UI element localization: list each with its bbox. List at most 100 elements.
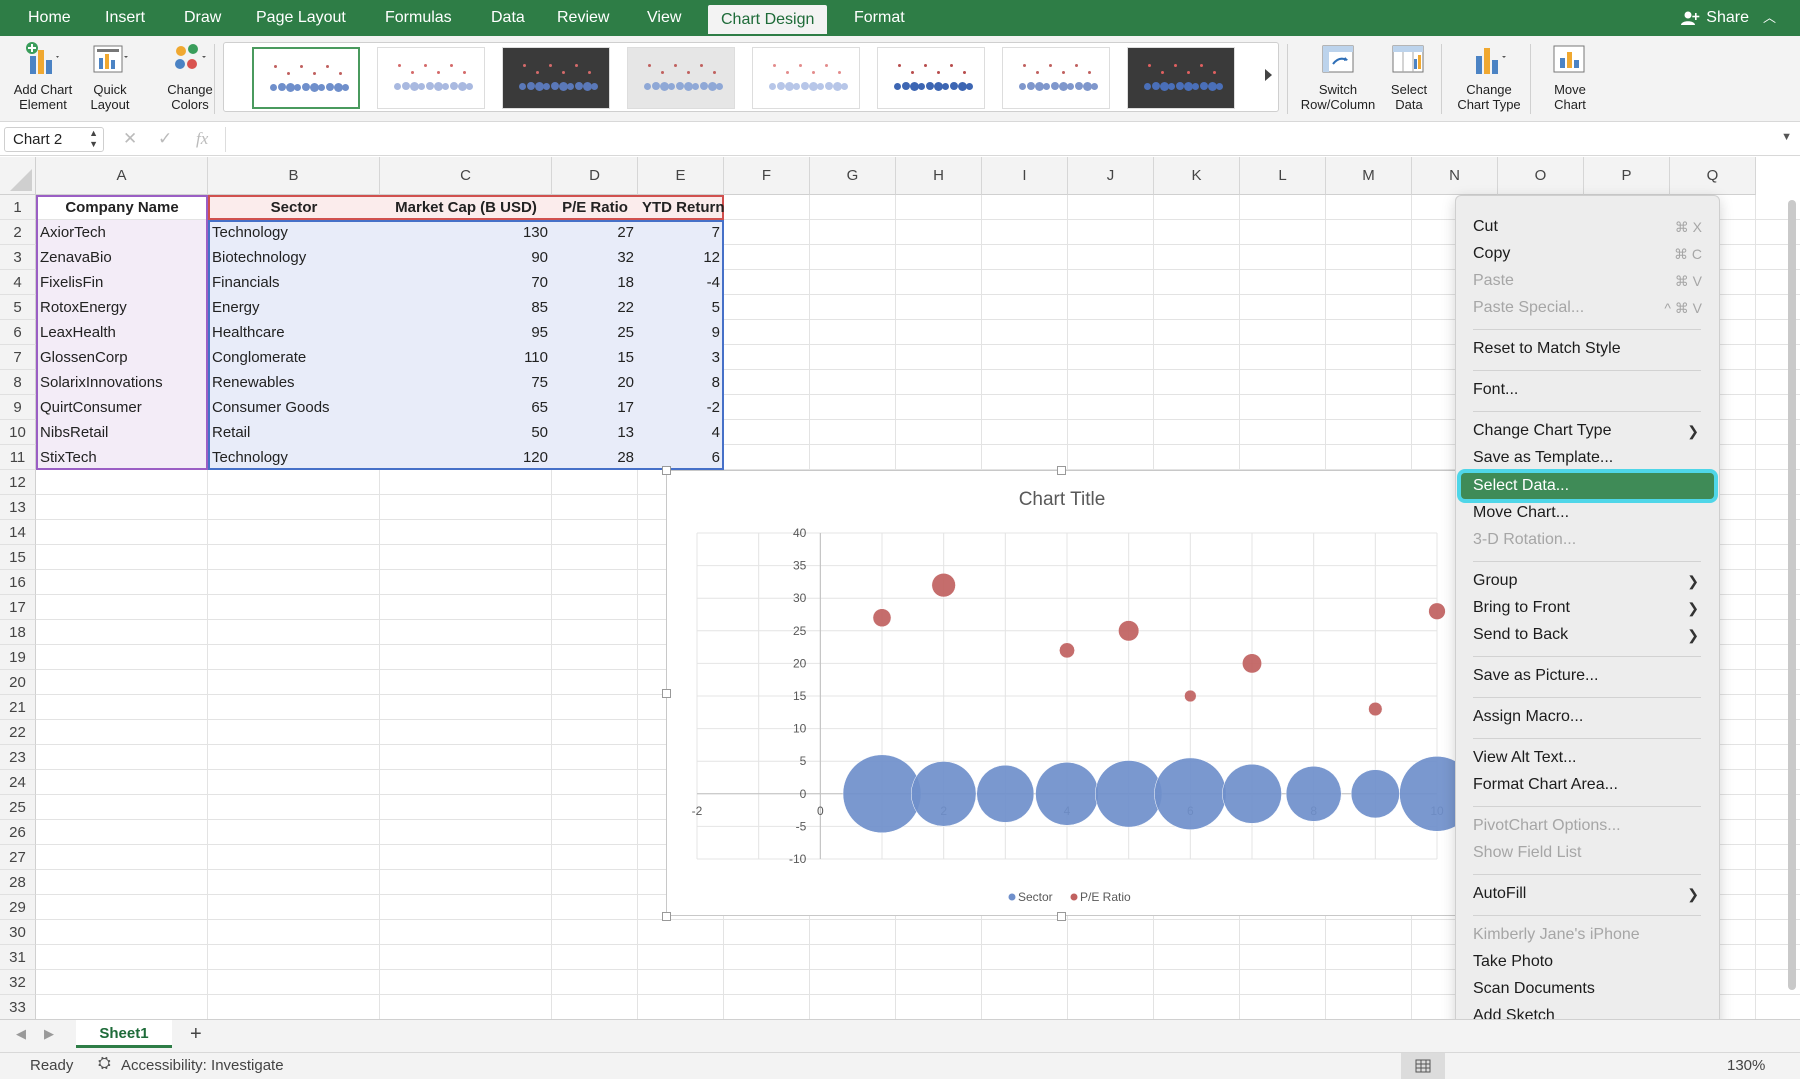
resize-handle[interactable] — [662, 912, 671, 921]
row-header[interactable]: 23 — [0, 745, 36, 770]
tab-page-layout[interactable]: Page Layout — [256, 9, 346, 26]
row-header[interactable]: 8 — [0, 370, 36, 395]
row-header[interactable]: 13 — [0, 495, 36, 520]
resize-handle[interactable] — [1057, 466, 1066, 475]
table-cell[interactable]: ZenavaBio — [40, 249, 112, 266]
row-header[interactable]: 15 — [0, 545, 36, 570]
table-cell[interactable]: 3 — [711, 349, 720, 366]
table-cell[interactable]: -2 — [706, 399, 720, 416]
chart-styles-gallery[interactable] — [223, 42, 1279, 112]
cancel-icon[interactable]: ✕ — [123, 129, 138, 148]
row-header[interactable]: 9 — [0, 395, 36, 420]
table-cell[interactable]: 20 — [617, 374, 634, 391]
accessibility-status[interactable]: Accessibility: Investigate — [121, 1057, 284, 1074]
table-cell[interactable]: 27 — [617, 224, 634, 241]
table-cell[interactable]: AxiorTech — [40, 224, 106, 241]
table-cell[interactable]: Energy — [212, 299, 260, 316]
table-cell[interactable]: 110 — [524, 349, 548, 366]
menu-item-save-as-picture[interactable]: Save as Picture... — [1456, 663, 1719, 689]
column-header-j[interactable]: J — [1068, 157, 1154, 195]
table-cell[interactable]: NibsRetail — [40, 424, 109, 441]
row-header[interactable]: 28 — [0, 870, 36, 895]
table-cell[interactable]: 25 — [617, 324, 634, 341]
table-cell[interactable]: 75 — [531, 374, 548, 391]
chart-style-thumbnail[interactable] — [377, 47, 485, 109]
table-cell[interactable]: 28 — [617, 449, 634, 466]
row-header[interactable]: 3 — [0, 245, 36, 270]
gallery-next-arrow-icon[interactable] — [1265, 69, 1272, 81]
resize-handle[interactable] — [662, 466, 671, 475]
column-header-a[interactable]: A — [36, 157, 208, 195]
column-header-f[interactable]: F — [724, 157, 810, 195]
row-header[interactable]: 10 — [0, 420, 36, 445]
row-header[interactable]: 16 — [0, 570, 36, 595]
menu-item-3-d-rotation[interactable]: 3-D Rotation... — [1456, 527, 1719, 553]
row-header[interactable]: 4 — [0, 270, 36, 295]
chart-style-thumbnail[interactable] — [1127, 47, 1235, 109]
table-cell[interactable]: 18 — [617, 274, 634, 291]
pe-ratio-bubble[interactable] — [1118, 620, 1140, 642]
menu-item-format-chart-area[interactable]: Format Chart Area... — [1456, 772, 1719, 798]
chevron-up-icon[interactable]: ︿ — [1762, 10, 1776, 25]
row-header[interactable]: 22 — [0, 720, 36, 745]
formula-input[interactable] — [230, 127, 1770, 152]
table-cell[interactable]: 32 — [617, 249, 634, 266]
insert-function-icon[interactable]: fx — [196, 129, 209, 148]
menu-item-show-field-list[interactable]: Show Field List — [1456, 840, 1719, 866]
chart-style-thumbnail[interactable] — [1002, 47, 1110, 109]
normal-view-icon[interactable] — [1401, 1053, 1445, 1079]
table-cell[interactable]: FixelisFin — [40, 274, 104, 291]
menu-item-paste-special[interactable]: Paste Special... ^ ⌘ V — [1456, 295, 1719, 321]
menu-item-move-chart[interactable]: Move Chart... — [1456, 500, 1719, 526]
row-header[interactable]: 29 — [0, 895, 36, 920]
menu-item-pivotchart-options[interactable]: PivotChart Options... — [1456, 813, 1719, 839]
table-cell[interactable]: 120 — [522, 449, 548, 466]
enter-checkmark-icon[interactable]: ✓ — [158, 129, 173, 148]
sector-bubble[interactable] — [1222, 763, 1282, 824]
table-cell[interactable]: 5 — [711, 299, 720, 316]
quick-layout-button[interactable]: Quick Layout — [82, 40, 138, 112]
table-cell[interactable]: LeaxHealth — [40, 324, 116, 341]
tab-home[interactable]: Home — [28, 9, 71, 26]
menu-item-take-photo[interactable]: Take Photo — [1456, 949, 1719, 975]
accessibility-icon[interactable]: ⛭ — [98, 1055, 111, 1072]
name-box-stepper-icon[interactable]: ▲ ▼ — [89, 128, 98, 149]
sector-bubble[interactable] — [1285, 765, 1342, 822]
column-header-n[interactable]: N — [1412, 157, 1498, 195]
row-header[interactable]: 7 — [0, 345, 36, 370]
row-header[interactable]: 17 — [0, 595, 36, 620]
table-cell[interactable]: 6 — [711, 449, 720, 466]
menu-item-send-to-back[interactable]: Send to Back ❯ — [1456, 622, 1719, 648]
row-header[interactable]: 30 — [0, 920, 36, 945]
column-header-b[interactable]: B — [208, 157, 380, 195]
table-cell[interactable]: 130 — [522, 224, 548, 241]
table-cell[interactable]: 17 — [617, 399, 634, 416]
menu-item-group[interactable]: Group ❯ — [1456, 568, 1719, 594]
chart-object[interactable]: Chart Title4035302520151050-5-10-2024681… — [662, 466, 1475, 921]
table-cell[interactable]: Retail — [212, 424, 251, 441]
header-cell[interactable]: YTD Return (%) — [642, 199, 724, 216]
table-cell[interactable]: 15 — [617, 349, 634, 366]
sector-bubble[interactable] — [910, 761, 977, 827]
row-header[interactable]: 27 — [0, 845, 36, 870]
menu-item-autofill[interactable]: AutoFill ❯ — [1456, 881, 1719, 907]
row-header[interactable]: 14 — [0, 520, 36, 545]
pe-ratio-bubble[interactable] — [872, 608, 892, 628]
menu-item-assign-macro[interactable]: Assign Macro... — [1456, 704, 1719, 730]
tab-chart-design[interactable]: Chart Design — [708, 5, 828, 34]
column-header-g[interactable]: G — [810, 157, 896, 195]
tab-data[interactable]: Data — [491, 9, 525, 26]
change-chart-type-button[interactable]: Change Chart Type — [1450, 40, 1528, 112]
table-cell[interactable]: QuirtConsumer — [40, 399, 142, 416]
menu-item-view-alt-text[interactable]: View Alt Text... — [1456, 745, 1719, 771]
add-chart-element-button[interactable]: Add Chart Element — [8, 40, 78, 112]
resize-handle[interactable] — [662, 689, 671, 698]
header-cell[interactable]: Company Name — [65, 199, 179, 216]
pe-ratio-bubble[interactable] — [1368, 701, 1383, 717]
row-header[interactable]: 1 — [0, 195, 36, 220]
table-cell[interactable]: StixTech — [40, 449, 97, 466]
menu-item-copy[interactable]: Copy ⌘ C — [1456, 241, 1719, 267]
table-cell[interactable]: GlossenCorp — [40, 349, 128, 366]
select-data-button[interactable]: Select Data — [1386, 40, 1432, 112]
menu-item-font[interactable]: Font... — [1456, 377, 1719, 403]
